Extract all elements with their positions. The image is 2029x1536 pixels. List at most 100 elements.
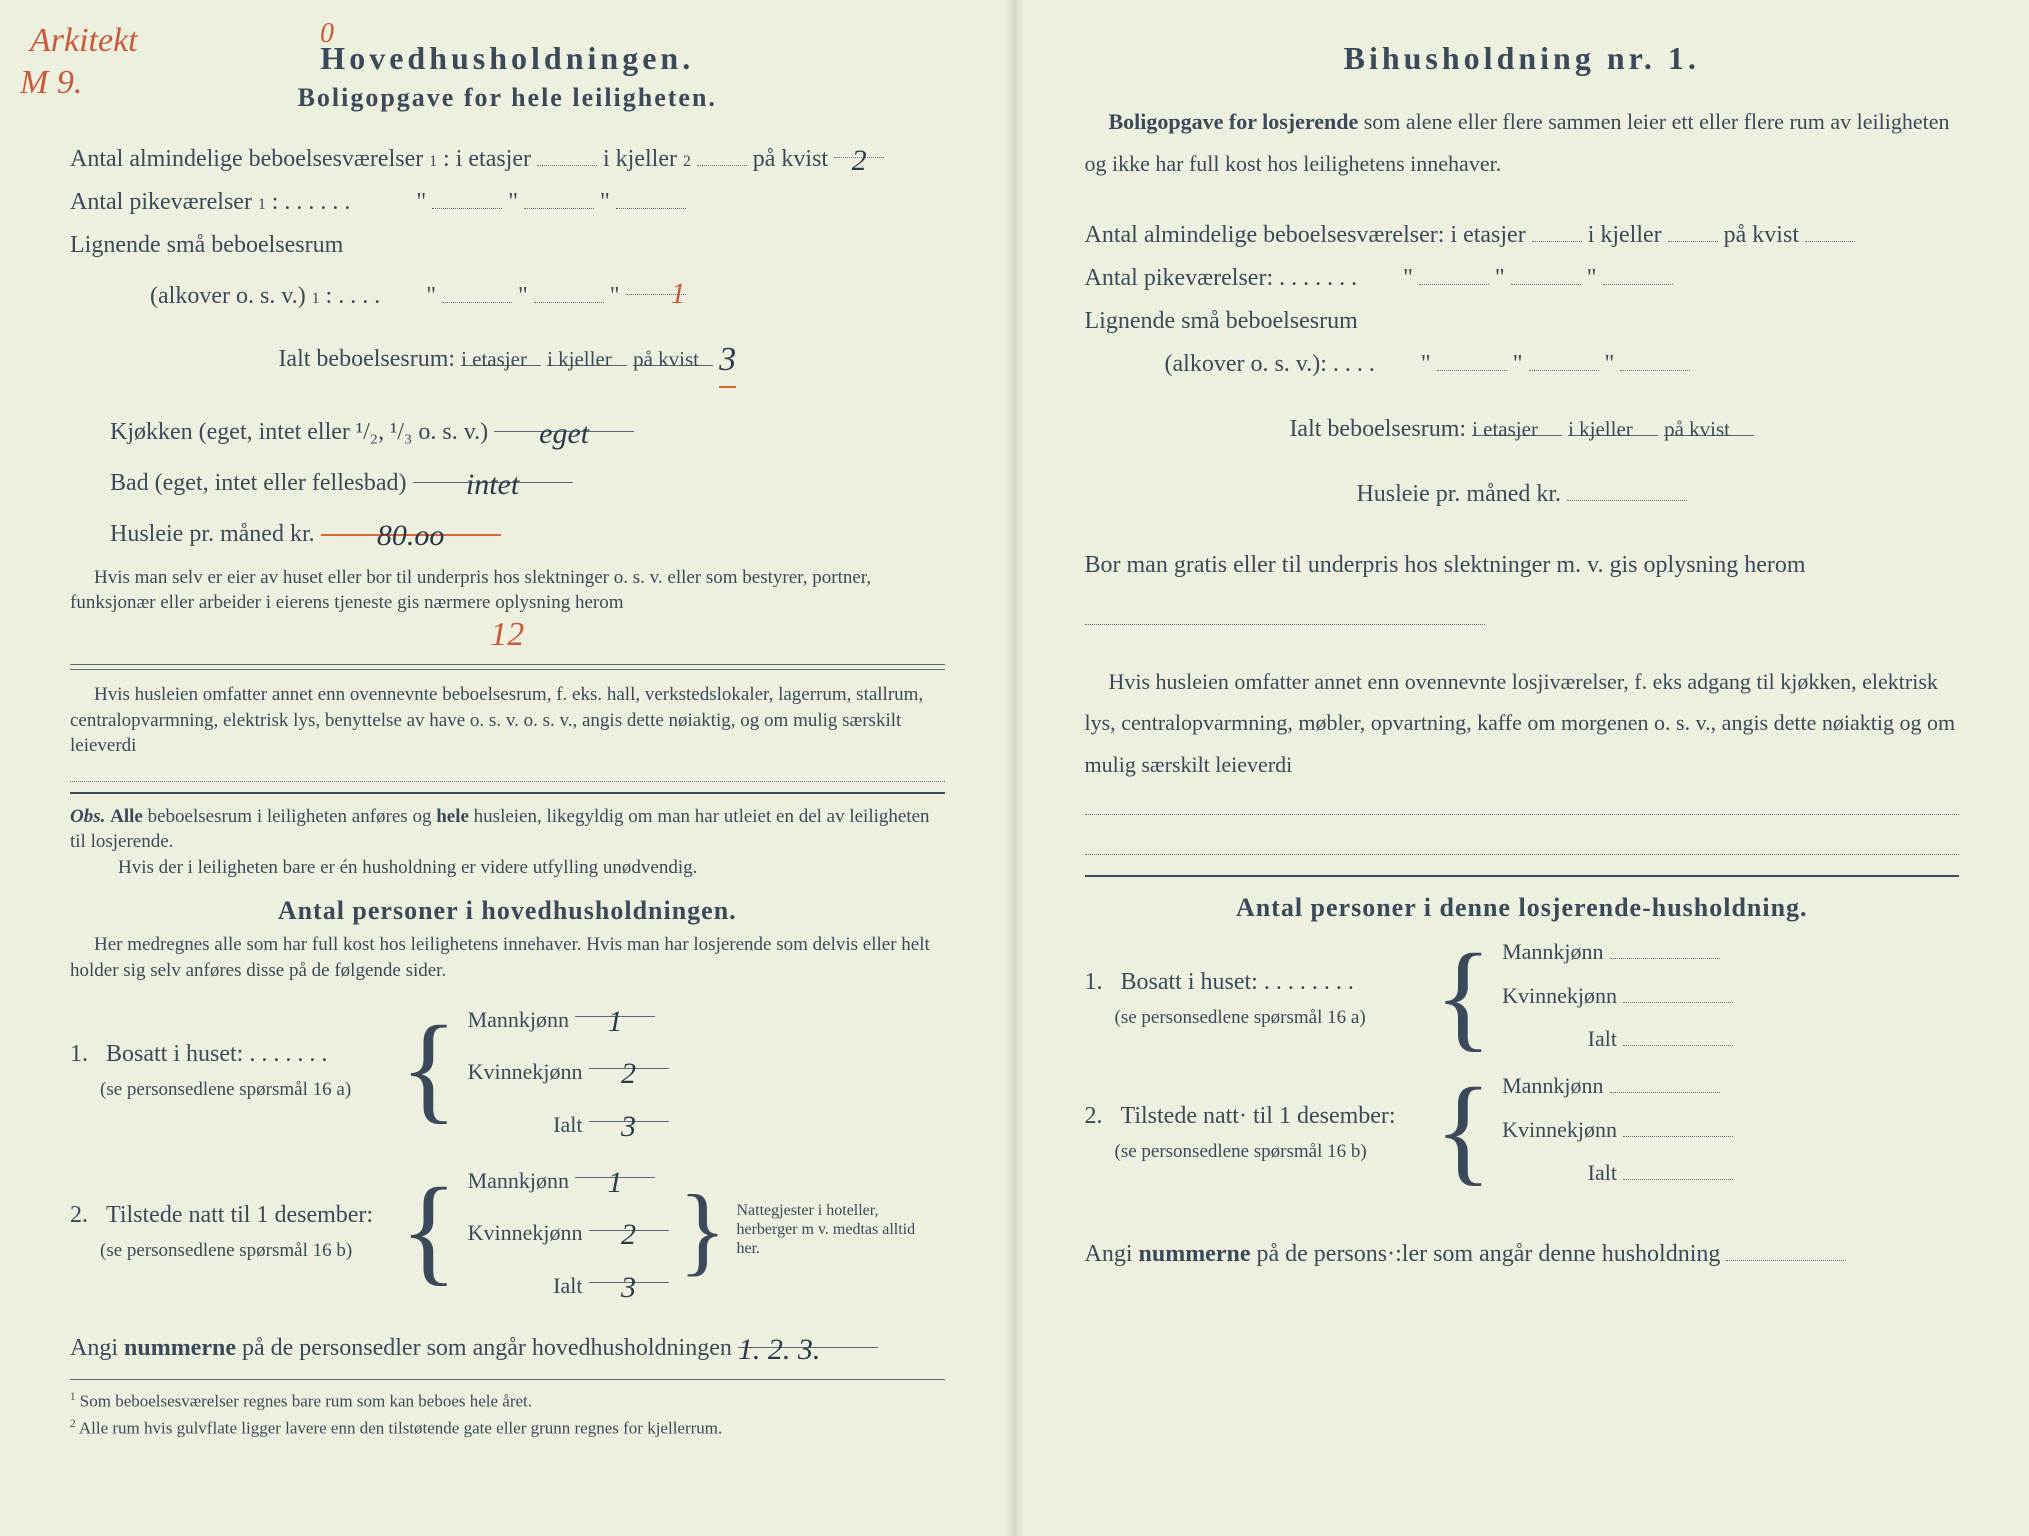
label: Ialt <box>553 1267 582 1304</box>
label: Mannkjønn <box>1502 1067 1603 1104</box>
blank: i etasjer <box>461 339 541 366</box>
label: på kvist <box>753 139 828 180</box>
handwritten-annotation-top1: Arkitekt <box>30 22 138 60</box>
label: i kjeller <box>1568 417 1633 441</box>
label: Antal almindelige beboelsesværelser <box>70 139 423 180</box>
field-value: eget <box>494 404 634 431</box>
blank <box>534 275 604 302</box>
label: Tilstede natt· til 1 desember: <box>1121 1096 1396 1137</box>
label: på kvist <box>1664 417 1730 441</box>
blank <box>537 139 597 166</box>
label: : i etasjer <box>443 139 531 180</box>
question-r2: 2. Tilstede natt· til 1 desember: (se pe… <box>1085 1067 1960 1193</box>
row-gratis: Bor man gratis eller til underpris hos s… <box>1085 539 1960 645</box>
label: Mannkjønn <box>468 1162 569 1199</box>
handwritten-value: 1 <box>671 277 686 310</box>
label: Bosatt i huset: . . . . . . . . <box>1121 962 1354 1003</box>
blank-line <box>1085 796 1960 815</box>
document-page: Arkitekt M 9. 0 Hovedhusholdningen. Boli… <box>0 0 2029 1536</box>
blank <box>1610 934 1720 959</box>
blank <box>1529 344 1599 371</box>
row-r3-label: Lignende små beboelsesrum <box>1085 301 1960 342</box>
footnote-2: 2 Alle rum hvis gulvflate ligger lavere … <box>70 1417 945 1440</box>
question-2: 2. Tilstede natt til 1 desember: (se per… <box>70 1153 945 1306</box>
bold: nummerne <box>1139 1241 1251 1267</box>
label: i kjeller <box>603 139 677 180</box>
text: Alle rum hvis gulvflate ligger lavere en… <box>79 1418 722 1437</box>
obs-label: Obs. <box>70 806 105 827</box>
divider <box>70 1379 945 1380</box>
field: 2 <box>589 1205 669 1230</box>
label: Ialt <box>1588 1154 1617 1191</box>
field: 3 <box>589 1097 669 1122</box>
num: 1. <box>70 1034 88 1075</box>
handwritten-value: 3 <box>719 341 736 378</box>
blank <box>1805 215 1855 242</box>
row-husleie: Husleie pr. måned kr. 80.oo <box>70 506 945 555</box>
label: Ialt beboelsesrum: <box>278 339 455 380</box>
brace-icon: { <box>400 1176 458 1284</box>
right-intro: Boligopgave for losjerende som alene ell… <box>1085 101 1960 185</box>
row-nummer: Angi nummerne på de personsedler som ang… <box>70 1320 945 1369</box>
label: Mannkjønn <box>1502 933 1603 970</box>
handwritten-value: 80.oo <box>377 519 445 552</box>
bold: hele <box>436 806 469 827</box>
label: Antal almindelige beboelsesværelser: i e… <box>1085 215 1526 256</box>
ditto: " <box>518 276 528 317</box>
handwritten-annotation-zero: 0 <box>320 18 334 50</box>
handwritten-value: 1 <box>608 1005 623 1038</box>
ditto: " <box>416 182 426 223</box>
obs-text2: Hvis der i leiligheten bare er én hushol… <box>70 855 945 881</box>
label: Bor man gratis eller til underpris hos s… <box>1085 552 1806 578</box>
footnote-1: 1 Som beboelsesværelser regnes bare rum … <box>70 1390 945 1413</box>
ditto: " <box>508 182 518 223</box>
field: 3 <box>589 1258 669 1283</box>
blank <box>1623 1111 1733 1136</box>
blank <box>1668 215 1718 242</box>
text: Som beboelsesværelser regnes bare rum so… <box>80 1392 532 1411</box>
label: på kvist <box>633 347 699 371</box>
row-kjokken: Kjøkken (eget, intet eller ¹/₂, ¹/₃ o. s… <box>70 404 945 453</box>
sup: 1 <box>258 192 266 219</box>
label: Antal pikeværelser <box>70 182 252 223</box>
field-value: 3 <box>719 327 736 389</box>
label: Husleie pr. måned kr. <box>1356 474 1561 515</box>
label: Kvinnekjønn <box>1502 1111 1617 1148</box>
field: 1. 2. 3. <box>738 1320 878 1347</box>
blank <box>1603 258 1673 285</box>
blank <box>1419 258 1489 285</box>
bold: Alle <box>110 806 143 827</box>
row-r1: Antal almindelige beboelsesværelser: i e… <box>1085 215 1960 256</box>
label: Ialt <box>553 1106 582 1143</box>
question-1: 1. Bosatt i huset: . . . . . . . (se per… <box>70 992 945 1145</box>
label: Bosatt i huset: . . . . . . . <box>106 1034 327 1075</box>
note-nattegjester: Nattegjester i hoteller, herberger m v. … <box>737 1201 917 1259</box>
blank <box>442 275 512 302</box>
handwritten-value: 2 <box>621 1057 636 1090</box>
num: 1. <box>1085 962 1103 1003</box>
blank-line <box>1085 837 1960 856</box>
row-bad: Bad (eget, intet eller fellesbad) intet <box>70 455 945 504</box>
persons-intro: Her medregnes alle som har full kost hos… <box>70 932 945 983</box>
sup: 1 <box>70 1391 76 1403</box>
field-value: 2 <box>834 131 884 158</box>
blank <box>1532 215 1582 242</box>
handwritten-value: 2 <box>852 144 867 177</box>
handwritten-value: 12 <box>490 616 524 653</box>
label: (alkover o. s. v.): . . . . <box>1165 344 1375 385</box>
blank <box>1620 344 1690 371</box>
handwritten-value: 1. 2. 3. <box>738 1333 821 1366</box>
num: 2. <box>1085 1096 1103 1137</box>
label: Kvinnekjønn <box>468 1053 583 1090</box>
bold: nummerne <box>124 1335 236 1361</box>
field-value: intet <box>413 455 573 482</box>
blank: i kjeller <box>1568 409 1658 436</box>
blank: på kvist <box>633 339 713 366</box>
row-r2: Antal pikeværelser: . . . . . . . " " " <box>1085 258 1960 299</box>
blank <box>1610 1068 1720 1093</box>
blank <box>1085 597 1485 624</box>
num: 2. <box>70 1195 88 1236</box>
divider-thick <box>70 792 945 794</box>
sup: 2 <box>683 149 691 176</box>
left-title: Hovedhusholdningen. <box>70 40 945 77</box>
